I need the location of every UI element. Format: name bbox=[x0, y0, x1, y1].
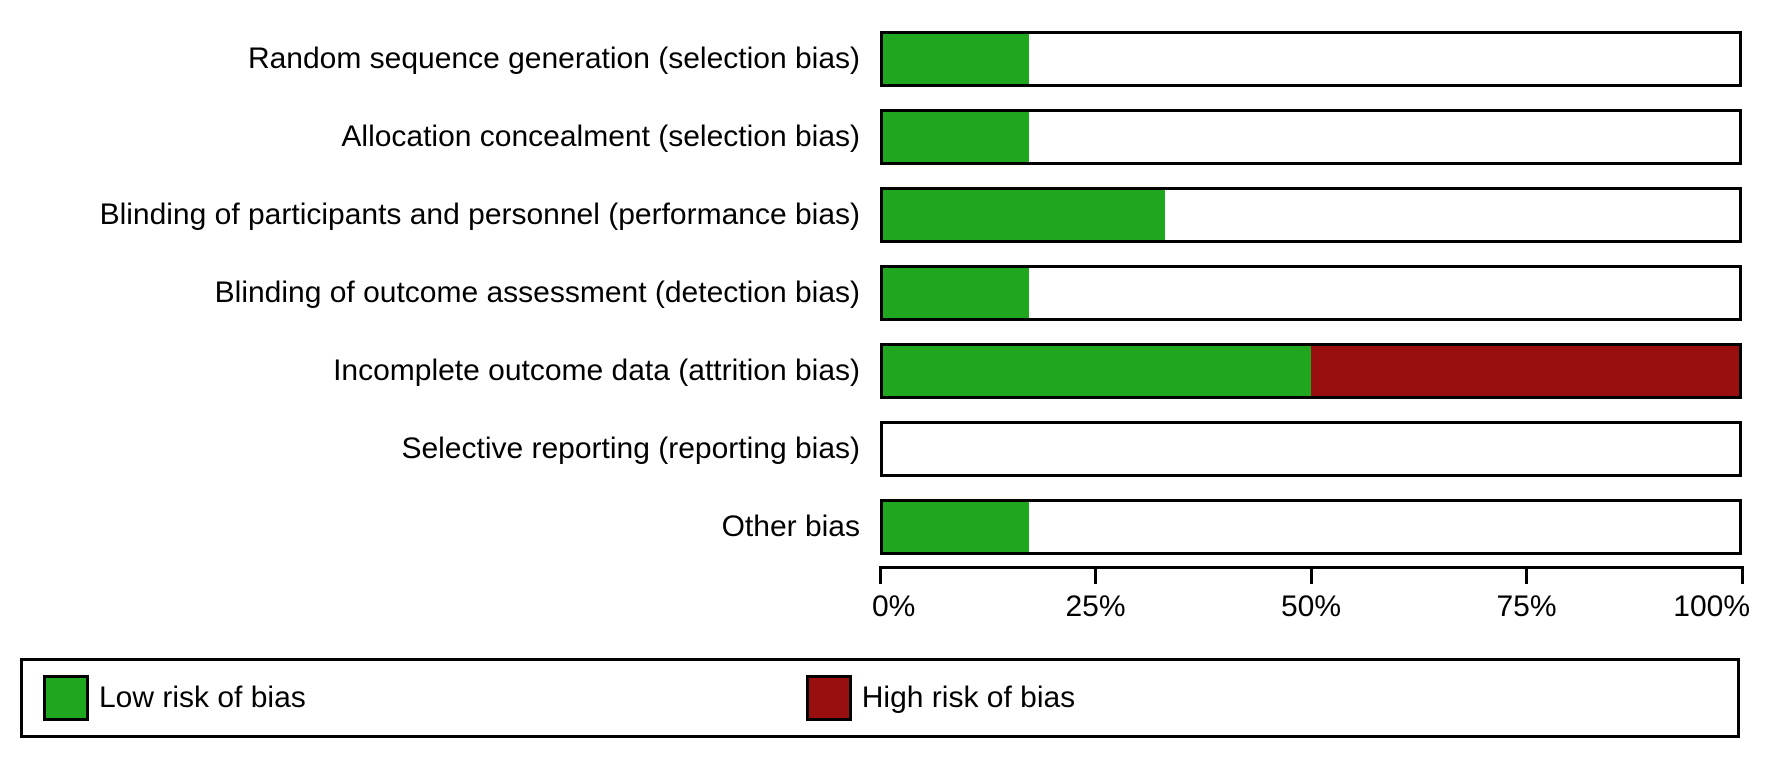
axis-area: 0%25%50%75%100% bbox=[880, 566, 1742, 646]
x-axis: 0% 25% 50% 75% 100% bbox=[20, 566, 1752, 646]
bar-segment-low bbox=[883, 190, 1165, 240]
axis-tick-label: 100% bbox=[1673, 590, 1750, 624]
chart-row: Random sequence generation (selection bi… bbox=[20, 20, 1752, 98]
bar-track bbox=[880, 109, 1742, 165]
axis-tick-label: 25% bbox=[1065, 590, 1125, 624]
bar-label: Incomplete outcome data (attrition bias) bbox=[20, 354, 880, 388]
chart-row: Selective reporting (reporting bias) bbox=[20, 410, 1752, 488]
chart-row: Blinding of outcome assessment (detectio… bbox=[20, 254, 1752, 332]
legend-item-low: Low risk of bias bbox=[43, 675, 306, 721]
bar-label: Selective reporting (reporting bias) bbox=[20, 432, 880, 466]
bar-label: Blinding of participants and personnel (… bbox=[20, 198, 880, 232]
legend-label-low: Low risk of bias bbox=[99, 681, 306, 715]
legend-label-high: High risk of bias bbox=[862, 681, 1075, 715]
axis-tick-label: 75% bbox=[1496, 590, 1556, 624]
bar-track bbox=[880, 421, 1742, 477]
bar-track bbox=[880, 265, 1742, 321]
legend: Low risk of bias High risk of bias bbox=[20, 658, 1740, 738]
bar-label: Blinding of outcome assessment (detectio… bbox=[20, 276, 880, 310]
bar-segment-low bbox=[883, 268, 1029, 318]
bar-label: Allocation concealment (selection bias) bbox=[20, 120, 880, 154]
chart-row: Blinding of participants and personnel (… bbox=[20, 176, 1752, 254]
bar-label: Other bias bbox=[20, 510, 880, 544]
chart-row: Allocation concealment (selection bias) bbox=[20, 98, 1752, 176]
chart-rows: Random sequence generation (selection bi… bbox=[20, 20, 1752, 566]
risk-of-bias-chart: Random sequence generation (selection bi… bbox=[20, 20, 1752, 738]
bar-segment-low bbox=[883, 112, 1029, 162]
legend-item-high: High risk of bias bbox=[806, 675, 1075, 721]
axis-tick bbox=[1525, 566, 1528, 584]
axis-tick-label: 50% bbox=[1281, 590, 1341, 624]
bar-segment-high bbox=[1311, 346, 1739, 396]
axis-tick bbox=[1094, 566, 1097, 584]
bar-track bbox=[880, 499, 1742, 555]
bar-segment-low bbox=[883, 502, 1029, 552]
bar-segment-low bbox=[883, 346, 1311, 396]
bar-track bbox=[880, 31, 1742, 87]
bar-segment-low bbox=[883, 34, 1029, 84]
bar-track bbox=[880, 343, 1742, 399]
legend-swatch-high bbox=[806, 675, 852, 721]
axis-tick bbox=[879, 566, 882, 584]
axis-tick-label: 0% bbox=[872, 590, 915, 624]
axis-tick bbox=[1741, 566, 1744, 584]
axis-tick bbox=[1310, 566, 1313, 584]
chart-row: Incomplete outcome data (attrition bias) bbox=[20, 332, 1752, 410]
bar-track bbox=[880, 187, 1742, 243]
legend-swatch-low bbox=[43, 675, 89, 721]
chart-row: Other bias bbox=[20, 488, 1752, 566]
bar-label: Random sequence generation (selection bi… bbox=[20, 42, 880, 76]
